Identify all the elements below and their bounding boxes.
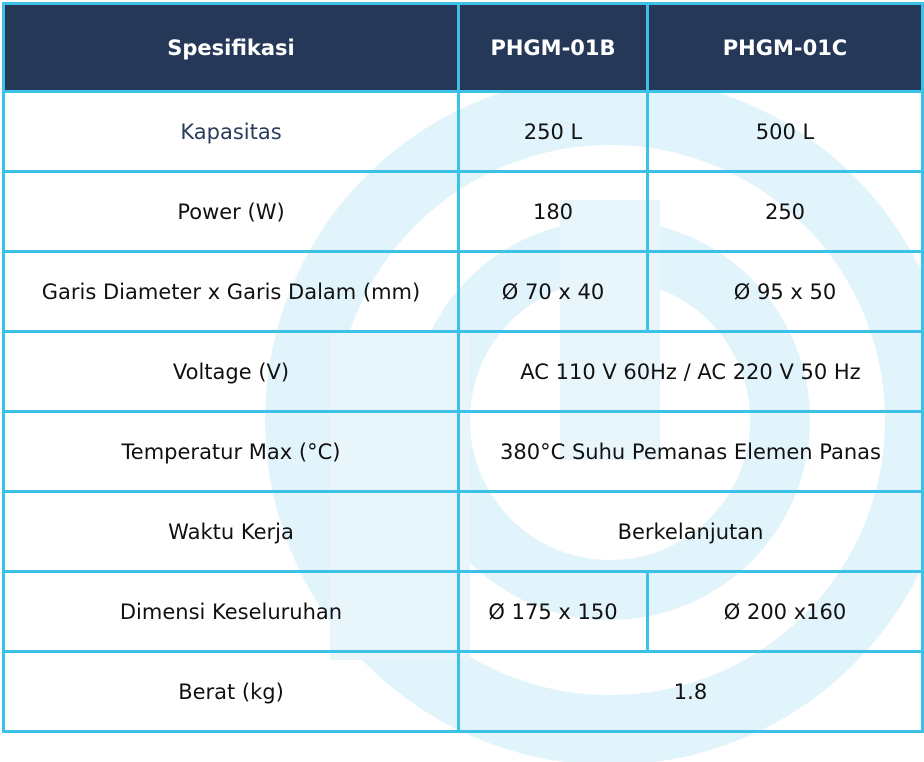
cell: 250 — [646, 170, 924, 253]
table-row: Berat (kg) 1.8 — [2, 650, 924, 733]
cell: Berkelanjutan — [457, 490, 924, 573]
table-row: Dimensi Keseluruhan Ø 175 x 150 Ø 200 x160 — [2, 570, 924, 653]
row-label: Voltage (V) — [2, 330, 460, 413]
cell: 250 L — [457, 90, 649, 173]
table-row: Voltage (V) AC 110 V 60Hz / AC 220 V 50 H… — [2, 330, 924, 413]
row-label: Temperatur Max (°C) — [2, 410, 460, 493]
row-label: Garis Diameter x Garis Dalam (mm) — [2, 250, 460, 333]
table-row: Temperatur Max (°C) 380°C Suhu Pemanas El… — [2, 410, 924, 493]
header-cell: Spesifikasi — [2, 2, 460, 93]
cell: 1.8 — [457, 650, 924, 733]
cell: Ø 175 x 150 — [457, 570, 649, 653]
cell: AC 110 V 60Hz / AC 220 V 50 Hz — [457, 330, 924, 413]
cell: 180 — [457, 170, 649, 253]
table-row: Waktu Kerja Berkelanjutan — [2, 490, 924, 573]
row-label: Waktu Kerja — [2, 490, 460, 573]
cell: Ø 200 x160 — [646, 570, 924, 653]
cell: Ø 95 x 50 — [646, 250, 924, 333]
cell: 500 L — [646, 90, 924, 173]
header-cell: PHGM-01C — [646, 2, 924, 93]
cell: Ø 70 x 40 — [457, 250, 649, 333]
header-cell: PHGM-01B — [457, 2, 649, 93]
spec-table: Spesifikasi PHGM-01B PHGM-01C Kapasitas 250… — [2, 2, 924, 733]
table-row: Kapasitas 250 L 500 L — [2, 90, 924, 173]
row-label: Dimensi Keseluruhan — [2, 570, 460, 653]
table-row: Garis Diameter x Garis Dalam (mm) Ø 70 x … — [2, 250, 924, 333]
header-row: Spesifikasi PHGM-01B PHGM-01C — [2, 2, 924, 93]
cell: 380°C Suhu Pemanas Elemen Panas — [457, 410, 924, 493]
table-row: Power (W) 180 250 — [2, 170, 924, 253]
row-label: Kapasitas — [2, 90, 460, 173]
row-label: Power (W) — [2, 170, 460, 253]
row-label: Berat (kg) — [2, 650, 460, 733]
